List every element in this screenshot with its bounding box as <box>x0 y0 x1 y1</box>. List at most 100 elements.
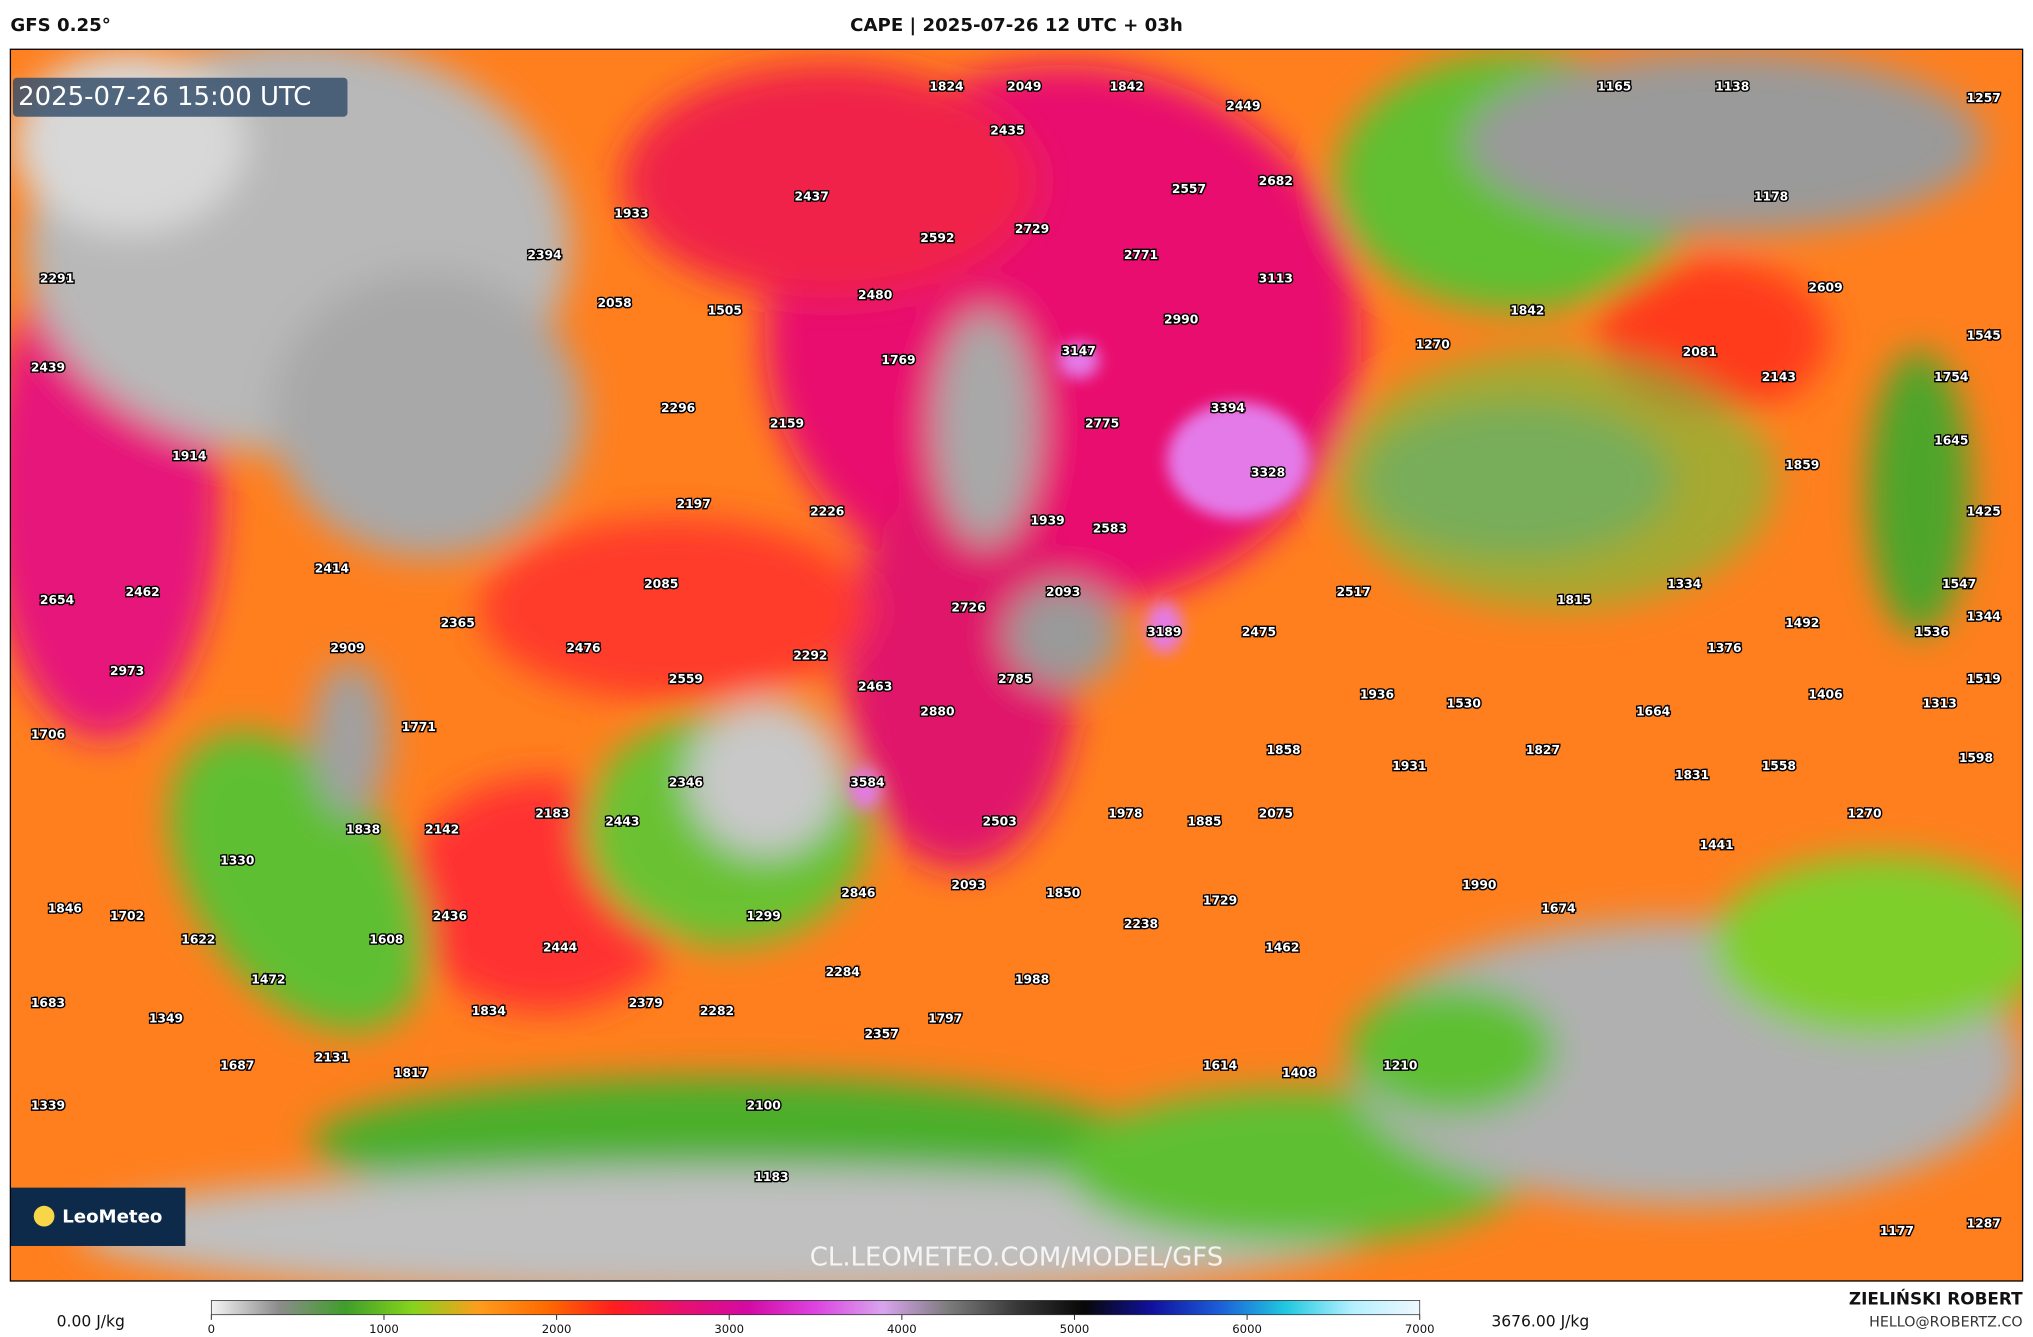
cape-label: 1598 <box>1959 751 1993 765</box>
cape-label: 1614 <box>1203 1058 1237 1072</box>
colorbar-tick-label: 4000 <box>887 1322 917 1336</box>
cape-label: 1334 <box>1667 577 1701 591</box>
cape-label: 2049 <box>1007 79 1041 93</box>
cape-label: 1834 <box>472 1004 506 1018</box>
cape-label: 2475 <box>1242 625 1276 639</box>
cape-label: 2476 <box>566 641 600 655</box>
cape-label: 1177 <box>1880 1224 1914 1238</box>
cape-label: 1545 <box>1967 328 2001 342</box>
cape-label: 1530 <box>1447 697 1481 711</box>
cape-label: 1313 <box>1923 697 1957 711</box>
colorbar-tick-label: 5000 <box>1060 1322 1090 1336</box>
cape-label: 2771 <box>1124 248 1158 262</box>
colorbar-tick-label: 7000 <box>1405 1322 1435 1336</box>
cape-label: 2503 <box>983 815 1017 829</box>
cape-label: 1850 <box>1046 886 1080 900</box>
cape-label: 2437 <box>795 190 829 204</box>
cape-label: 1270 <box>1847 807 1881 821</box>
cape-label: 1519 <box>1967 672 2001 686</box>
cape-label: 1270 <box>1416 337 1450 351</box>
cape-label: 1706 <box>31 728 65 742</box>
cape-label: 2909 <box>330 641 364 655</box>
cape-label: 1645 <box>1934 433 1968 447</box>
cape-label: 2100 <box>747 1098 781 1112</box>
colorbar <box>210 1300 1421 1316</box>
cape-label: 1988 <box>1015 973 1049 987</box>
cape-label: 2346 <box>669 776 703 790</box>
model-name: GFS 0.25° <box>10 15 111 36</box>
cape-label: 2131 <box>315 1050 349 1064</box>
map-frame <box>9 48 2024 1282</box>
cape-label: 1931 <box>1392 759 1426 773</box>
cape-label: 1299 <box>747 909 781 923</box>
cape-label: 1771 <box>402 720 436 734</box>
cape-label: 1933 <box>614 206 648 220</box>
cape-label: 2085 <box>644 577 678 591</box>
cape-label: 1858 <box>1266 743 1300 757</box>
cape-label: 2394 <box>527 248 561 262</box>
map-title: CAPE | 2025-07-26 12 UTC + 03h <box>850 15 1183 36</box>
cape-label: 1939 <box>1031 514 1065 528</box>
cape-label: 2296 <box>661 401 695 415</box>
cape-label: 2238 <box>1124 917 1158 931</box>
cape-label: 2846 <box>841 886 875 900</box>
cape-label: 1797 <box>928 1012 962 1026</box>
cape-label: 2973 <box>110 664 144 678</box>
colorbar-tick-label: 3000 <box>714 1322 744 1336</box>
cape-label: 2729 <box>1015 222 1049 236</box>
cape-label: 2654 <box>40 593 74 607</box>
cape-label: 2159 <box>770 416 804 430</box>
cape-label: 1842 <box>1110 79 1144 93</box>
cape-label: 2785 <box>998 672 1032 686</box>
cape-label: 1376 <box>1707 641 1741 655</box>
cape-label: 1547 <box>1942 577 1976 591</box>
cape-label: 2592 <box>920 231 954 245</box>
cape-label: 1754 <box>1934 370 1968 384</box>
cape-label: 1846 <box>48 901 82 915</box>
cape-label: 1536 <box>1915 625 1949 639</box>
cape-label: 2439 <box>31 361 65 375</box>
cape-label: 2284 <box>826 965 860 979</box>
cape-label: 2226 <box>810 505 844 519</box>
cape-label: 2183 <box>535 807 569 821</box>
cape-label: 1330 <box>220 853 254 867</box>
colorbar-tick-label: 0 <box>208 1322 215 1336</box>
cape-label: 1683 <box>31 996 65 1010</box>
value-labels: 1824 2049 1842 2449 1165 1138 1257 2435 2557 2682… <box>29 78 2002 1240</box>
cape-label: 1344 <box>1967 610 2001 624</box>
cape-label: 1622 <box>181 932 215 946</box>
cape-label: 1349 <box>149 1012 183 1026</box>
cape-label: 1769 <box>881 353 915 367</box>
cape-label: 2081 <box>1683 345 1717 359</box>
cape-label: 2559 <box>669 672 703 686</box>
cape-label: 1608 <box>369 932 403 946</box>
cape-label: 1505 <box>708 304 742 318</box>
cape-label: 1165 <box>1597 79 1631 93</box>
cape-label: 1558 <box>1762 759 1796 773</box>
cape-label: 1842 <box>1510 304 1544 318</box>
cape-label: 1914 <box>172 449 206 463</box>
cape-label: 1425 <box>1967 505 2001 519</box>
cape-label: 1406 <box>1808 687 1842 701</box>
cape-label: 1339 <box>31 1098 65 1112</box>
cape-label: 2143 <box>1762 370 1796 384</box>
cape-label: 3394 <box>1211 401 1245 415</box>
cape-label: 1824 <box>929 79 963 93</box>
cape-label: 2365 <box>441 616 475 630</box>
cape-label: 1441 <box>1700 838 1734 852</box>
colorbar-tick-label: 6000 <box>1232 1322 1262 1336</box>
cape-label: 2682 <box>1259 174 1293 188</box>
cape-label: 1462 <box>1265 940 1299 954</box>
cape-label: 2449 <box>1226 99 1260 113</box>
cape-label: 2443 <box>605 815 639 829</box>
cape-label: 2463 <box>858 680 892 694</box>
colorbar-tick-label: 1000 <box>369 1322 399 1336</box>
cape-label: 3584 <box>850 776 884 790</box>
cape-label: 2462 <box>126 585 160 599</box>
cape-label: 2142 <box>425 822 459 836</box>
cape-label: 1817 <box>394 1066 428 1080</box>
cape-label: 2609 <box>1808 280 1842 294</box>
cape-label: 1729 <box>1203 894 1237 908</box>
cape-label: 3328 <box>1251 466 1285 480</box>
